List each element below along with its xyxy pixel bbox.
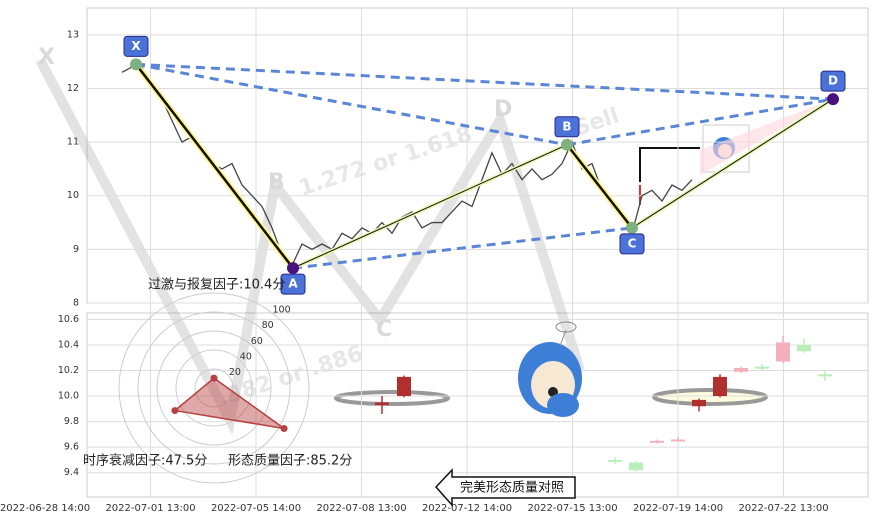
candle-body xyxy=(397,376,411,397)
dashed-link xyxy=(292,226,633,270)
mascot-body xyxy=(547,393,579,417)
x-tick-label: 2022-07-19 14:00 xyxy=(633,503,723,514)
radar-ring xyxy=(118,292,310,484)
point-label: X xyxy=(131,39,141,53)
radar-ring xyxy=(156,330,272,446)
button-label[interactable]: 完美形态质量对照 xyxy=(460,481,564,496)
y-tick-label: 10.4 xyxy=(58,339,79,350)
candle-body xyxy=(692,399,706,407)
pattern-point xyxy=(561,138,573,151)
point-badge xyxy=(123,35,149,57)
pattern-point xyxy=(827,93,839,106)
leg xyxy=(566,144,633,229)
y-tick-label: 9.4 xyxy=(64,467,79,478)
point-label: D xyxy=(828,74,838,88)
leg xyxy=(135,63,294,269)
mascot-propeller xyxy=(555,321,577,333)
point-label: C xyxy=(628,236,637,250)
candle-body xyxy=(755,366,769,369)
ghost-letter: D xyxy=(494,97,512,122)
y-tick-label: 9.6 xyxy=(64,442,79,453)
pattern-point xyxy=(287,262,299,275)
point-label: A xyxy=(288,277,298,291)
candle-body xyxy=(629,462,643,471)
y-tick-label: 9 xyxy=(73,244,79,255)
point-badge xyxy=(554,116,580,138)
candle-body xyxy=(375,402,389,405)
radar-point xyxy=(171,407,179,415)
radar-ring xyxy=(194,368,234,408)
y-tick-label: 10.2 xyxy=(58,365,79,376)
factor-label: 时序衰减因子:47.5分 xyxy=(83,453,207,469)
x-tick-label: 2022-07-08 13:00 xyxy=(316,503,406,514)
pattern-point xyxy=(626,221,638,234)
ghost-letter: B xyxy=(268,170,285,195)
candle-body xyxy=(608,459,622,462)
candle-body xyxy=(776,342,790,362)
candle-body xyxy=(650,440,664,443)
mascot-stick xyxy=(559,329,567,347)
y-tick-label: 12 xyxy=(67,83,79,94)
highlight-ring xyxy=(652,388,768,406)
x-tick-label: 2022-07-05 14:00 xyxy=(211,503,301,514)
compare-button[interactable]: 完美形态质量对照 xyxy=(434,468,576,507)
radar-tick-label: 40 xyxy=(240,351,252,362)
y-tick-label: 10.0 xyxy=(58,391,79,402)
radar-tick-label: 60 xyxy=(251,336,263,347)
dashed-link xyxy=(135,62,568,147)
y-tick-label: 9.8 xyxy=(64,416,79,427)
button-shape[interactable] xyxy=(434,468,576,507)
x-tick-label: 2022-07-01 13:00 xyxy=(105,503,195,514)
radar-tick-label: 80 xyxy=(262,320,274,331)
x-tick-label: 2022-07-12 14:00 xyxy=(422,503,512,514)
radar-ring xyxy=(175,349,253,427)
ghost-letter: C xyxy=(376,317,392,342)
radar-point xyxy=(210,374,218,382)
candle-body xyxy=(797,344,811,352)
radar-tick-label: 20 xyxy=(229,367,241,378)
point-label: B xyxy=(562,119,571,133)
candle-body xyxy=(734,367,748,372)
pattern-point xyxy=(130,58,142,71)
y-tick-label: 8 xyxy=(73,298,79,309)
x-tick-label: 2022-07-15 13:00 xyxy=(527,503,617,514)
ghost-letter: X xyxy=(38,45,55,70)
y-tick-label: 10 xyxy=(67,190,79,201)
radar-tick-label: 100 xyxy=(272,305,290,316)
y-tick-label: 11 xyxy=(67,137,79,148)
factor-label: 形态质量因子:85.2分 xyxy=(228,454,352,469)
x-tick-label: 2022-06-28 14:00 xyxy=(0,503,90,514)
point-badge xyxy=(619,233,645,255)
candle-body xyxy=(713,376,727,397)
radar-area xyxy=(173,377,285,430)
candle-body xyxy=(818,374,832,377)
leg xyxy=(292,144,568,269)
dashed-link xyxy=(135,62,834,101)
radar-point xyxy=(280,424,288,432)
factor-label: 过激与报复因子:10.4分 xyxy=(148,278,285,293)
y-tick-label: 10.6 xyxy=(58,314,79,325)
candle-body xyxy=(671,439,685,442)
mascot xyxy=(518,321,582,417)
radar-ring xyxy=(137,311,291,465)
x-tick-label: 2022-07-22 13:00 xyxy=(738,503,828,514)
y-tick-label: 13 xyxy=(67,29,79,40)
leg xyxy=(631,98,834,229)
arrow xyxy=(639,147,700,182)
point-badge xyxy=(820,70,846,92)
highlight-ring xyxy=(334,390,450,406)
point-badge xyxy=(280,273,306,295)
